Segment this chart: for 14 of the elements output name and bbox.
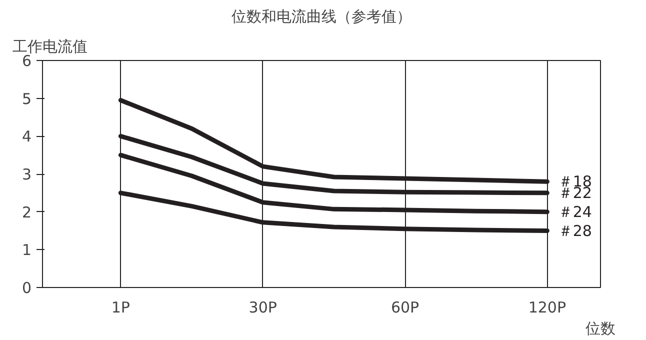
- series-label: ＃24: [558, 202, 592, 221]
- x-tick-label: 120P: [528, 298, 566, 316]
- y-tick-label: 4: [22, 128, 32, 146]
- x-tick-label: 30P: [248, 298, 277, 316]
- series-label: ＃28: [558, 222, 592, 240]
- y-tick-label: 0: [22, 279, 32, 297]
- x-tick-label: 60P: [390, 298, 420, 316]
- x-tick-label: 1P: [111, 298, 130, 316]
- x-axis-title: 位数: [586, 320, 616, 338]
- y-tick-label: 3: [22, 166, 32, 184]
- y-tick-label: 2: [22, 203, 32, 222]
- y-tick-label: 5: [22, 90, 32, 108]
- y-tick-label: 1: [22, 241, 32, 260]
- chart-title: 位数和电流曲线（参考值）: [232, 8, 412, 26]
